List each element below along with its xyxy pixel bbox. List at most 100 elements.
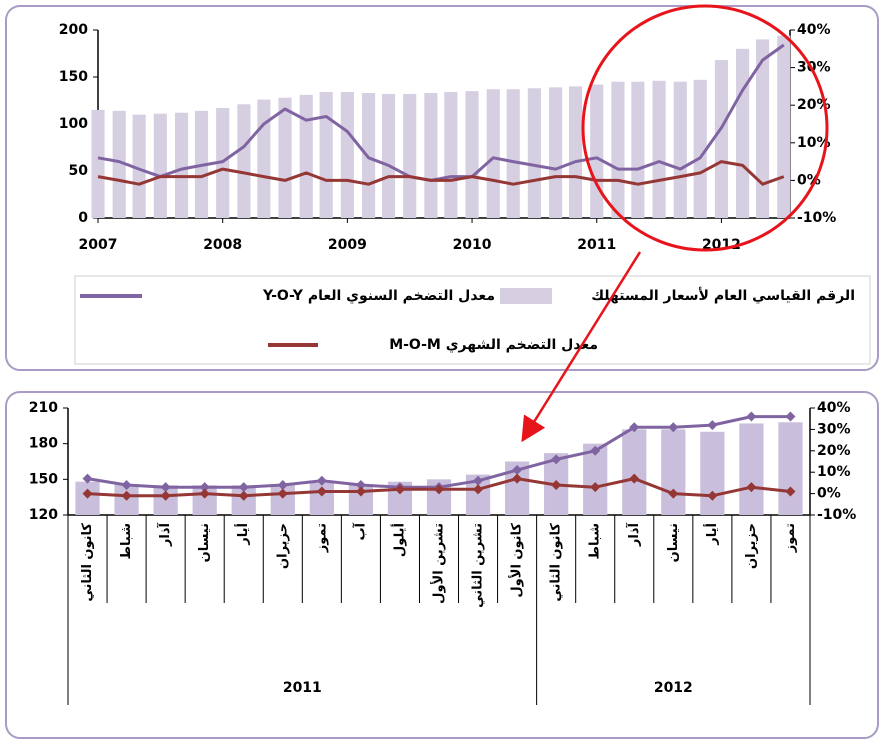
category-label: تموز bbox=[783, 523, 798, 553]
marker bbox=[121, 490, 132, 501]
bar bbox=[153, 113, 167, 218]
y2-tick-label: 40% bbox=[817, 400, 851, 416]
category-label: نيسان bbox=[666, 523, 681, 562]
y-tick-label: 210 bbox=[29, 400, 58, 416]
y2-tick-label: 20% bbox=[817, 443, 851, 459]
bar bbox=[778, 422, 803, 515]
bar bbox=[403, 93, 417, 218]
y-tick-label: 200 bbox=[59, 22, 88, 38]
marker bbox=[238, 490, 249, 501]
y-tick-label: 150 bbox=[29, 471, 58, 487]
marker bbox=[82, 473, 93, 484]
y2-tick-label: -10% bbox=[797, 210, 836, 226]
marker bbox=[512, 473, 523, 484]
bar bbox=[693, 79, 707, 218]
bar bbox=[174, 112, 189, 218]
bar bbox=[319, 92, 333, 218]
bar bbox=[299, 94, 313, 218]
marker bbox=[590, 482, 601, 493]
marker bbox=[707, 490, 718, 501]
marker bbox=[629, 473, 640, 484]
category-label: أيلول bbox=[390, 523, 407, 557]
marker bbox=[199, 488, 210, 499]
marker bbox=[355, 480, 366, 491]
bar bbox=[257, 99, 271, 218]
legend-label: معدل التضخم السنوي العام Y-O-Y bbox=[262, 288, 495, 305]
bar bbox=[739, 423, 764, 515]
marker bbox=[629, 422, 640, 433]
category-label: نيسان bbox=[197, 523, 212, 562]
category-label: حزيران bbox=[744, 523, 759, 569]
line bbox=[97, 160, 785, 186]
bar bbox=[91, 109, 105, 218]
line bbox=[97, 43, 785, 182]
marker bbox=[668, 422, 679, 433]
category-label: أيار bbox=[703, 523, 720, 546]
category-label: أيار bbox=[234, 523, 251, 546]
marker bbox=[590, 445, 601, 456]
bar bbox=[381, 93, 396, 218]
bar bbox=[631, 81, 645, 218]
x-tick-label: 2010 bbox=[453, 237, 492, 253]
y2-tick-label: 20% bbox=[797, 97, 831, 113]
marker bbox=[473, 484, 484, 495]
legend-label: الرقم القياسي العام لأسعار المستهلك bbox=[591, 287, 855, 304]
bar bbox=[700, 431, 725, 515]
plots: 0 50 100 150 200 -10% 0% 10% 20% 30% 40% 2007 2008 20… bbox=[29, 22, 856, 705]
y-tick-label: 120 bbox=[29, 507, 58, 523]
marker bbox=[668, 488, 679, 499]
y-tick-label: 50 bbox=[69, 163, 89, 179]
marker bbox=[785, 411, 796, 422]
year-group-label: 2011 bbox=[283, 680, 322, 696]
marker bbox=[551, 480, 562, 491]
marker bbox=[82, 488, 93, 499]
marker bbox=[238, 482, 249, 493]
y2-tick-label: 0% bbox=[817, 486, 841, 502]
bar bbox=[673, 81, 687, 218]
bar bbox=[506, 89, 520, 218]
marker bbox=[551, 454, 562, 465]
bar bbox=[590, 84, 604, 219]
marker bbox=[746, 411, 757, 422]
bottom-panel bbox=[5, 391, 879, 739]
category-label: كانون الثاني bbox=[80, 523, 95, 602]
category-label: آذار bbox=[625, 522, 642, 547]
bar bbox=[237, 104, 251, 218]
bar bbox=[661, 429, 686, 515]
y2-tick-label: 10% bbox=[797, 135, 831, 151]
bar bbox=[736, 48, 750, 218]
y-tick-label: 0 bbox=[78, 210, 88, 226]
category-label: آذار bbox=[156, 522, 173, 547]
bar bbox=[755, 39, 770, 219]
marker bbox=[277, 480, 288, 491]
marker bbox=[355, 486, 366, 497]
marker bbox=[394, 484, 405, 495]
category-label: كانون الأول bbox=[508, 523, 525, 598]
x-tick-label: 2007 bbox=[79, 237, 118, 253]
bar bbox=[527, 88, 541, 218]
y-tick-label: 100 bbox=[59, 116, 88, 132]
y-tick-label: 180 bbox=[29, 436, 58, 452]
legend-box bbox=[74, 275, 871, 365]
y2-tick-label: 30% bbox=[817, 421, 851, 437]
bar bbox=[611, 81, 625, 218]
marker bbox=[785, 486, 796, 497]
bar bbox=[340, 92, 354, 218]
marker bbox=[434, 484, 444, 495]
bar bbox=[278, 97, 292, 218]
bar bbox=[132, 114, 146, 218]
bar bbox=[568, 86, 583, 219]
marker bbox=[277, 488, 288, 499]
legend-swatch bbox=[500, 288, 552, 304]
category-label: تشرين الأول bbox=[430, 523, 447, 604]
marker bbox=[199, 482, 210, 493]
bar bbox=[714, 60, 728, 218]
x-tick-label: 2011 bbox=[577, 237, 616, 253]
marker bbox=[512, 465, 523, 476]
bar bbox=[622, 429, 647, 515]
y-tick-label: 150 bbox=[59, 69, 88, 85]
marker bbox=[160, 482, 171, 493]
x-tick-label: 2009 bbox=[328, 237, 367, 253]
bar bbox=[465, 91, 479, 218]
